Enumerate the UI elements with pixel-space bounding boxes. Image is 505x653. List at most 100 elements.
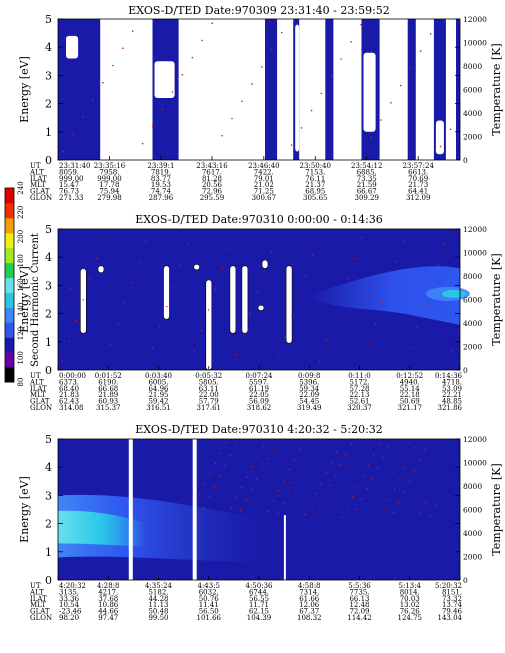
data-gap [299,19,326,160]
contour-speck [201,39,203,42]
contour-speck [402,240,404,242]
contour-speck [287,492,289,494]
table-cell: 5172. [349,378,369,386]
contour-speck [141,142,144,145]
table-cell: 52.61 [349,398,369,406]
contour-speck [298,295,300,297]
table-row-label: GLAT [30,398,50,406]
table-cell: 23:54:12 [351,162,382,170]
data-gap [205,279,213,371]
contour-speck [263,271,265,273]
contour-speck [219,475,221,477]
table-row-label: GLAT [30,608,50,616]
contour-speck [360,237,363,239]
colorbar-tick-label: 200 [17,230,25,243]
contour-speck [151,125,154,128]
table-cell: 64.96 [148,385,169,393]
contour-speck [204,483,206,486]
y-tick-label: 4 [45,461,52,474]
contour-speck [220,452,222,454]
colorbar-swatch [5,352,14,368]
contour-speck [231,117,233,120]
table-cell: 5396. [299,378,319,386]
table-cell: 71.25 [254,188,274,196]
table-cell: 21.59 [357,181,377,189]
colorbar-swatch [5,202,14,219]
table-cell: 68.95 [305,188,325,196]
table-cell: 79.46 [442,608,463,616]
contour-speck [173,285,175,287]
y-tick-label: 1 [45,336,52,349]
table-cell: 279.98 [97,194,122,202]
contour-speck [159,326,161,328]
y2-tick-label: 8000 [463,62,482,71]
table-cell: 60.93 [98,398,118,406]
contour-speck [229,454,231,457]
y2-tick-label: 12000 [463,225,487,234]
contour-speck [70,288,72,290]
contour-speck [228,247,230,249]
y-tick-label: 4 [45,251,52,264]
contour-speck [261,468,263,470]
data-gap [415,19,434,160]
table-cell: 64.41 [408,188,428,196]
plasma-core [58,510,147,547]
table-cell: 318.62 [247,404,272,412]
plot-frame [57,18,461,161]
table-cell: 7819. [151,168,171,176]
table-cell: 54.45 [299,398,319,406]
table-cell: 5:20:32 [435,582,462,590]
contour-speck [110,343,112,345]
y2-tick-label: 12000 [463,435,487,444]
y-tick-label: 2 [45,518,52,531]
contour-speck [246,476,248,478]
table-cell: 6373. [59,378,79,386]
contour-speck [284,336,286,338]
table-row-label: GLON [30,194,52,202]
table-cell: 37.68 [98,595,118,603]
contour-speck [270,48,273,51]
contour-speck [341,517,343,519]
contour-speck [304,513,306,516]
data-gap [283,515,286,580]
contour-speck [325,472,327,474]
table-cell: 61.66 [299,595,320,603]
table-cell: 50.69 [400,398,420,406]
contour-speck [257,455,259,457]
table-cell: 57.79 [199,398,219,406]
table-cell: 70.69 [408,175,428,183]
y-axis-label: Energy [eV] [18,476,31,543]
table-cell: 21.95 [148,391,168,399]
table-cell: 4718. [442,378,462,386]
contour-speck [96,257,98,260]
table-row-label: UT [30,582,41,590]
table-cell: 83.77 [151,175,171,183]
table-cell: 143.04 [438,614,463,622]
contour-speck [234,444,237,446]
contour-speck [320,92,323,95]
data-gap [97,265,105,274]
table-row-label: ILAT [30,385,47,393]
table-cell: 312.09 [406,194,431,202]
contour-speck [345,453,347,455]
table-cell: 22.00 [199,391,219,399]
table-cell: 23:50:40 [300,162,331,170]
table-cell: 23:39:1 [147,162,174,170]
contour-speck [329,484,332,487]
contour-speck [82,299,85,301]
contour-speck [409,457,412,459]
contour-speck [392,511,395,514]
table-cell: 22.21 [442,391,462,399]
contour-speck [267,510,269,513]
table-cell: 8059. [59,168,79,176]
table-cell: 11.41 [199,601,219,609]
table-row-label: ILAT [30,595,47,603]
table-cell: 20.56 [202,181,223,189]
table-cell: 0:01:52 [95,372,122,380]
contour-speck [383,509,385,511]
contour-speck [122,47,124,50]
table-cell: 321.86 [438,404,463,412]
contour-speck [357,485,359,488]
contour-speck [388,281,390,283]
